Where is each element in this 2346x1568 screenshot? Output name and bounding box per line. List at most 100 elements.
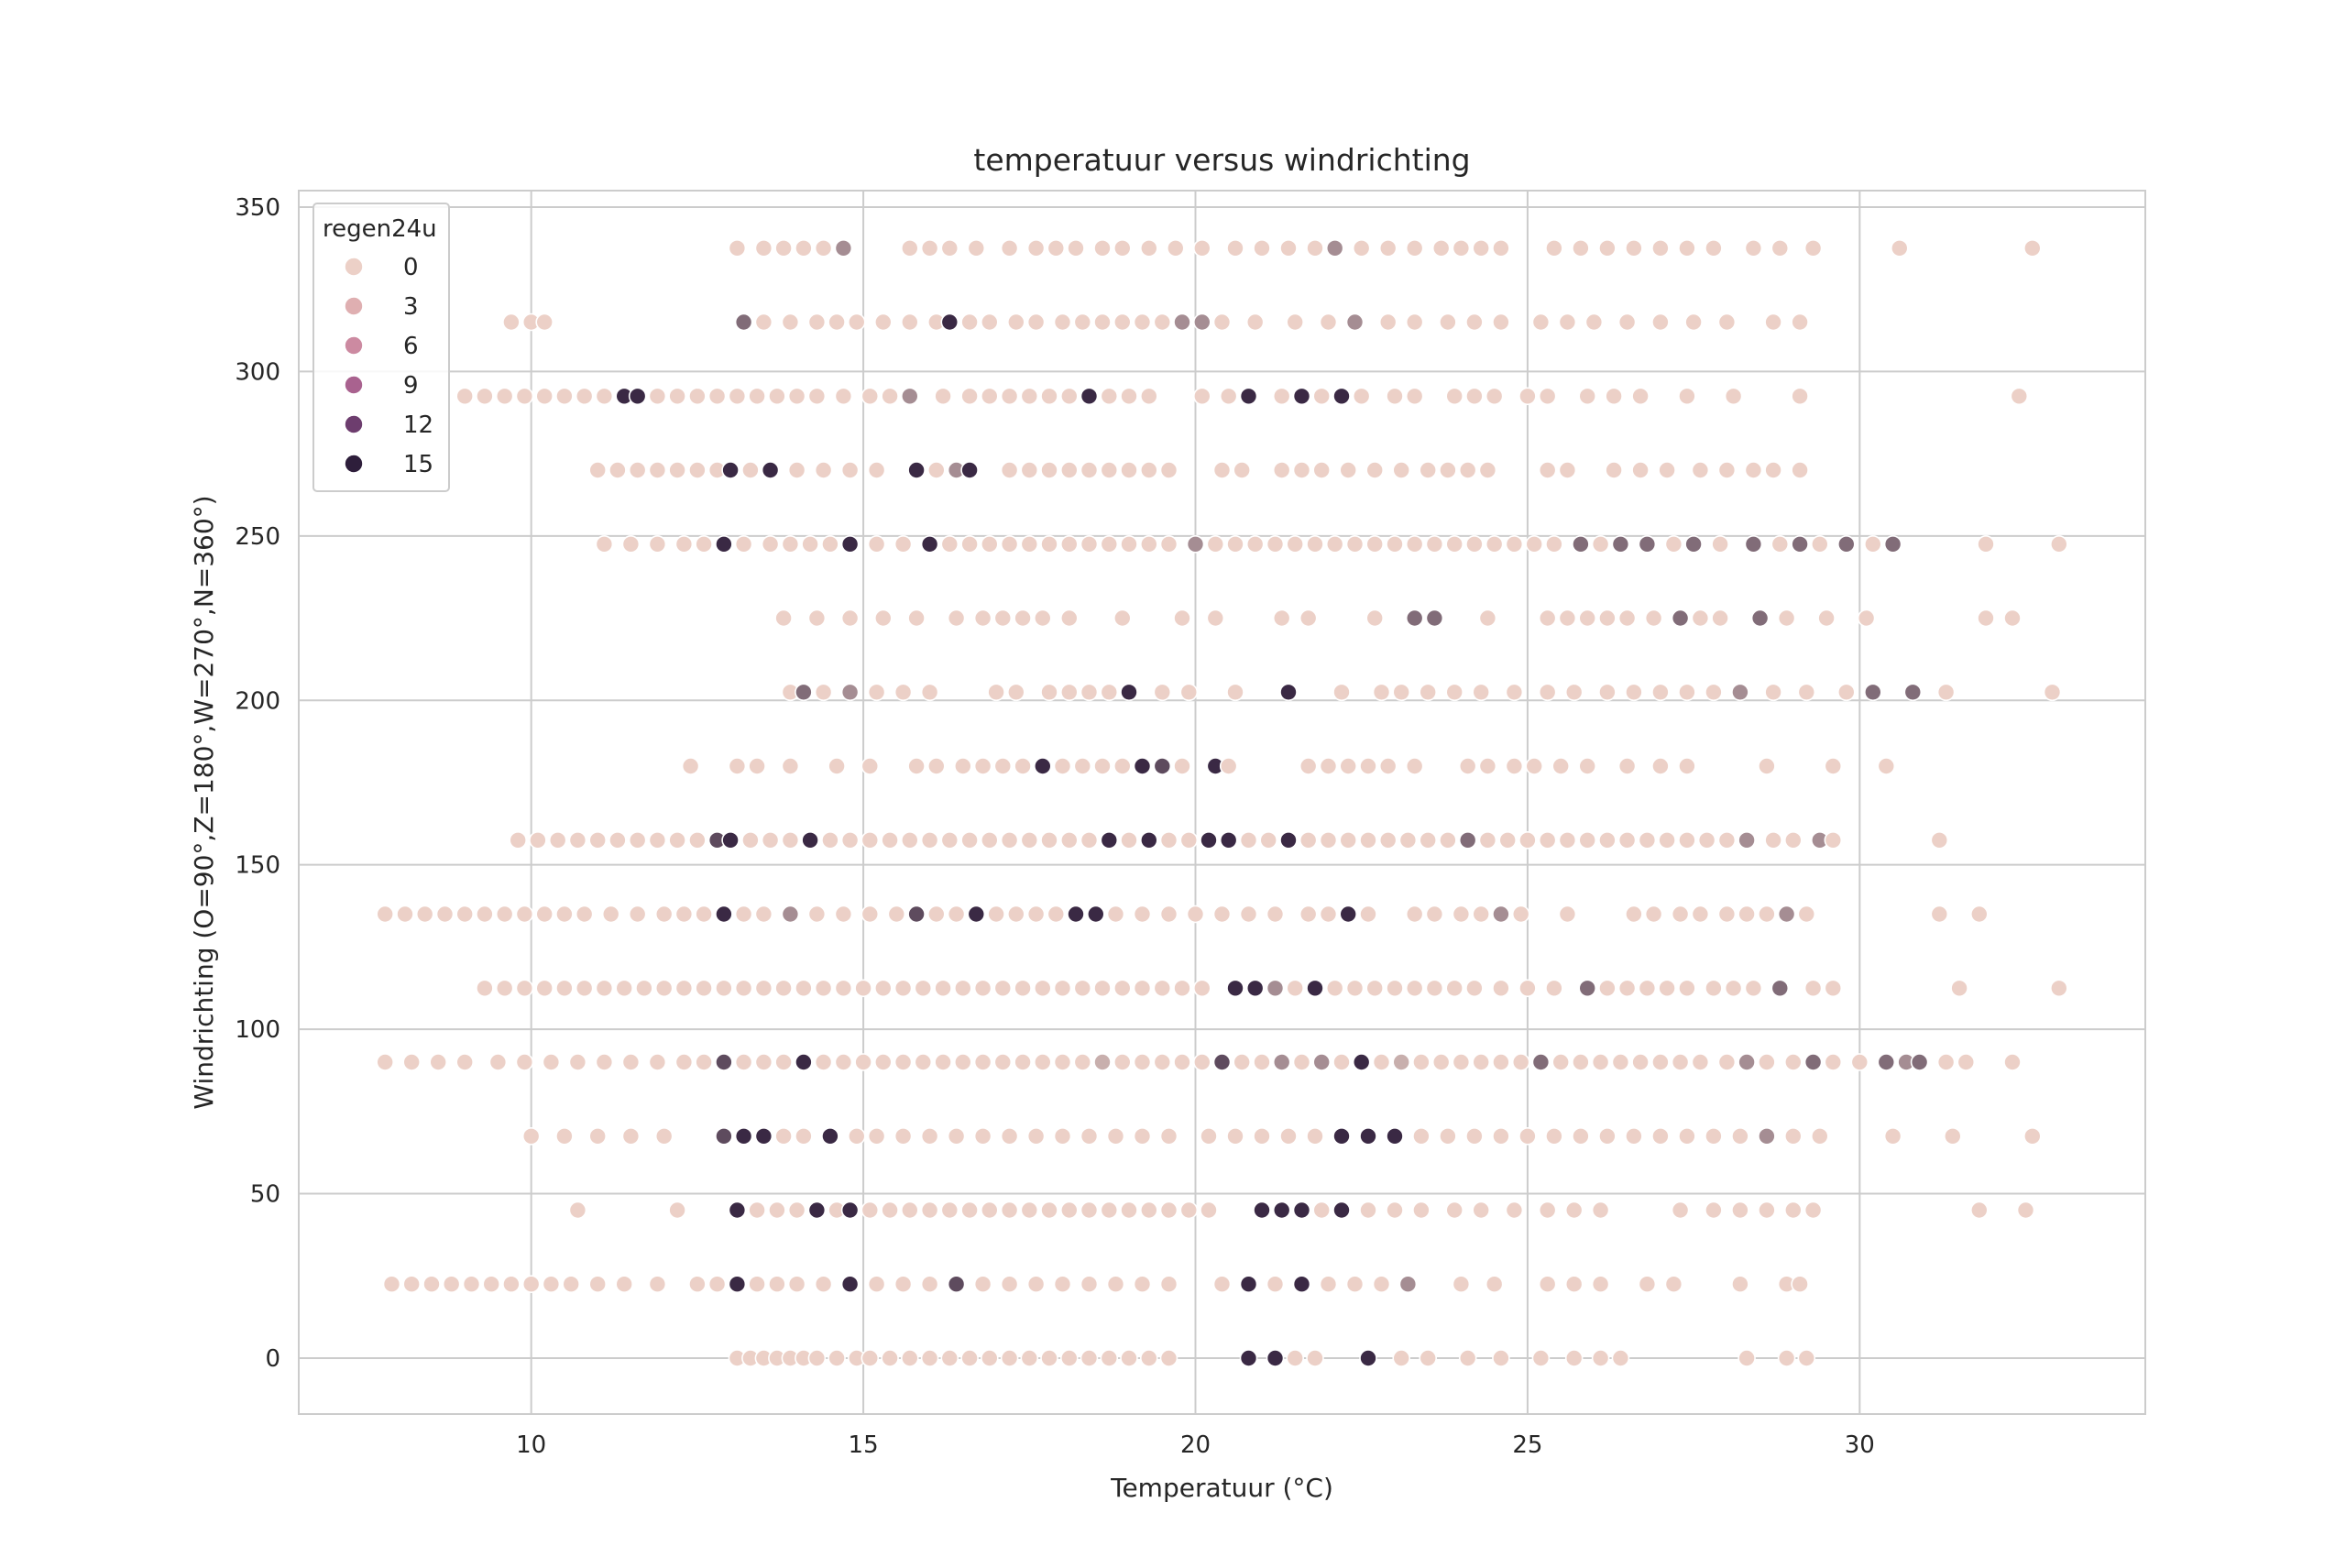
data-point bbox=[1173, 609, 1191, 628]
data-point bbox=[1525, 757, 1543, 775]
data-point bbox=[1452, 905, 1471, 924]
data-point bbox=[1245, 534, 1265, 554]
data-point bbox=[1272, 609, 1291, 628]
data-point bbox=[1219, 830, 1238, 850]
data-point bbox=[1758, 905, 1776, 924]
data-point bbox=[981, 1349, 999, 1367]
data-point bbox=[1312, 387, 1331, 406]
data-point bbox=[1485, 387, 1504, 406]
data-point bbox=[1617, 313, 1637, 332]
data-point bbox=[1691, 905, 1710, 924]
data-point bbox=[1159, 1201, 1178, 1220]
data-point bbox=[973, 609, 992, 628]
data-point bbox=[1173, 313, 1191, 332]
data-point bbox=[1093, 757, 1112, 775]
data-point bbox=[1000, 534, 1019, 554]
data-point bbox=[1638, 534, 1657, 554]
data-point bbox=[1047, 238, 1066, 258]
data-point bbox=[1279, 1127, 1298, 1146]
data-point bbox=[728, 387, 747, 406]
data-point bbox=[960, 387, 979, 406]
data-point bbox=[1545, 534, 1563, 554]
data-point bbox=[681, 757, 700, 775]
data-point bbox=[1159, 1349, 1178, 1367]
data-point bbox=[1777, 609, 1796, 628]
data-point bbox=[435, 905, 455, 924]
legend-entry-label: 0 bbox=[403, 254, 419, 281]
data-point bbox=[1352, 387, 1371, 406]
data-point bbox=[1811, 1127, 1829, 1146]
data-point bbox=[1060, 387, 1079, 406]
data-point bbox=[1159, 534, 1178, 554]
y-tick-label: 150 bbox=[235, 852, 280, 880]
data-point bbox=[422, 1275, 441, 1293]
data-point bbox=[1431, 1053, 1451, 1071]
data-point bbox=[1864, 683, 1882, 702]
data-point bbox=[1193, 313, 1211, 332]
data-point bbox=[615, 1275, 634, 1293]
data-point bbox=[1272, 1053, 1291, 1071]
data-point bbox=[900, 830, 919, 850]
data-point bbox=[1492, 1127, 1510, 1146]
data-point bbox=[1332, 1053, 1351, 1071]
data-point bbox=[1014, 757, 1032, 775]
data-point bbox=[415, 905, 434, 924]
data-point bbox=[1711, 534, 1729, 554]
data-point bbox=[1272, 387, 1291, 406]
data-point bbox=[1717, 313, 1737, 332]
data-point bbox=[1445, 534, 1464, 554]
data-point bbox=[2010, 387, 2029, 406]
data-point bbox=[1691, 609, 1710, 628]
data-point bbox=[2016, 1201, 2035, 1220]
data-point bbox=[521, 1127, 541, 1146]
data-point bbox=[1345, 534, 1365, 554]
data-point bbox=[1279, 238, 1298, 258]
data-point bbox=[934, 1053, 952, 1071]
data-point bbox=[1492, 979, 1510, 998]
data-point bbox=[1000, 1349, 1019, 1367]
data-point bbox=[801, 534, 819, 554]
data-point bbox=[761, 534, 780, 554]
data-point bbox=[515, 1053, 534, 1071]
data-point bbox=[1419, 1349, 1437, 1367]
data-point bbox=[1206, 609, 1225, 628]
data-point bbox=[1352, 1053, 1371, 1071]
data-point bbox=[1439, 1127, 1457, 1146]
data-point bbox=[1372, 683, 1391, 702]
data-point bbox=[867, 534, 886, 554]
data-point bbox=[834, 238, 853, 258]
data-point bbox=[987, 683, 1005, 702]
data-point bbox=[2023, 238, 2042, 258]
data-point bbox=[1040, 387, 1058, 406]
data-point bbox=[1492, 905, 1510, 924]
data-point bbox=[535, 979, 554, 998]
data-point bbox=[1611, 534, 1630, 554]
data-point bbox=[834, 905, 853, 924]
data-point bbox=[1518, 979, 1537, 998]
data-point bbox=[1903, 683, 1923, 702]
data-point bbox=[1472, 1201, 1490, 1220]
data-point bbox=[1140, 238, 1158, 258]
data-point bbox=[1611, 1053, 1630, 1071]
data-point bbox=[1319, 905, 1338, 924]
data-point bbox=[575, 387, 594, 406]
data-point bbox=[1717, 905, 1737, 924]
data-point bbox=[840, 1275, 860, 1293]
y-tick-label: 50 bbox=[250, 1181, 280, 1209]
data-point bbox=[1034, 609, 1052, 628]
data-point bbox=[1372, 1053, 1391, 1071]
data-point bbox=[1206, 534, 1225, 554]
data-point bbox=[1764, 313, 1782, 332]
data-point bbox=[1087, 905, 1105, 924]
data-point bbox=[595, 387, 614, 406]
data-point bbox=[1545, 1127, 1563, 1146]
data-point bbox=[1638, 1275, 1657, 1293]
data-point bbox=[648, 534, 667, 554]
data-point bbox=[1837, 683, 1856, 702]
data-point bbox=[1034, 1053, 1052, 1071]
data-point bbox=[795, 683, 813, 702]
data-point bbox=[1060, 609, 1079, 628]
data-point bbox=[1100, 683, 1119, 702]
data-point bbox=[1359, 1201, 1377, 1220]
